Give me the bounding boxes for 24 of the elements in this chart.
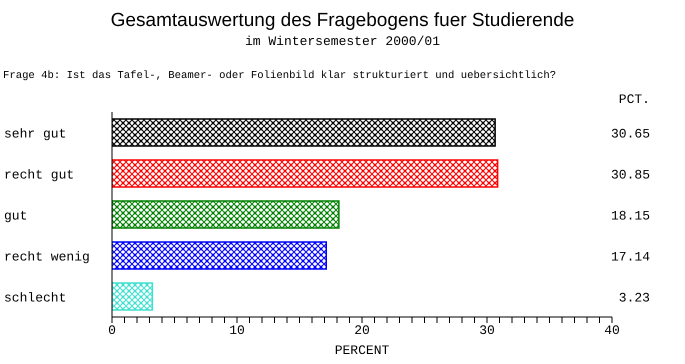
y-tick-label: recht wenig [4, 250, 90, 264]
x-tick-label: 30 [479, 323, 495, 338]
y-tick-label: recht gut [4, 168, 74, 182]
text: Frage 4b: Ist das Tafel-, Beamer- oder Folienbild klar strukturiert und uebersichtlich? [3, 70, 556, 82]
chart-title: Gesamtauswertung des Fragebogens fuer Studierende [110, 10, 576, 32]
bar [112, 241, 327, 270]
bar [112, 282, 154, 311]
chart-subtitle: im Wintersemester 2000/01 [244, 34, 442, 49]
data-label: 3.23 [618, 290, 650, 306]
x-tick-label: 10 [229, 323, 245, 338]
data-label: 30.85 [610, 168, 650, 182]
data-label: 18.15 [610, 208, 650, 224]
data-label: 30.65 [610, 126, 650, 142]
x-tick-label: 0 [108, 323, 116, 338]
bar [112, 159, 498, 188]
bar [112, 200, 340, 229]
y-tick-label: sehr gut [4, 126, 66, 142]
x-tick-label: 20 [354, 323, 370, 338]
x-axis-title: PERCENT [334, 343, 390, 358]
x-tick-label: 40 [604, 323, 620, 338]
y-tick-label: gut [4, 208, 28, 224]
text: PCT. [618, 92, 650, 107]
data-label: 17.14 [610, 250, 650, 264]
y-tick-label: schlecht [4, 290, 66, 306]
